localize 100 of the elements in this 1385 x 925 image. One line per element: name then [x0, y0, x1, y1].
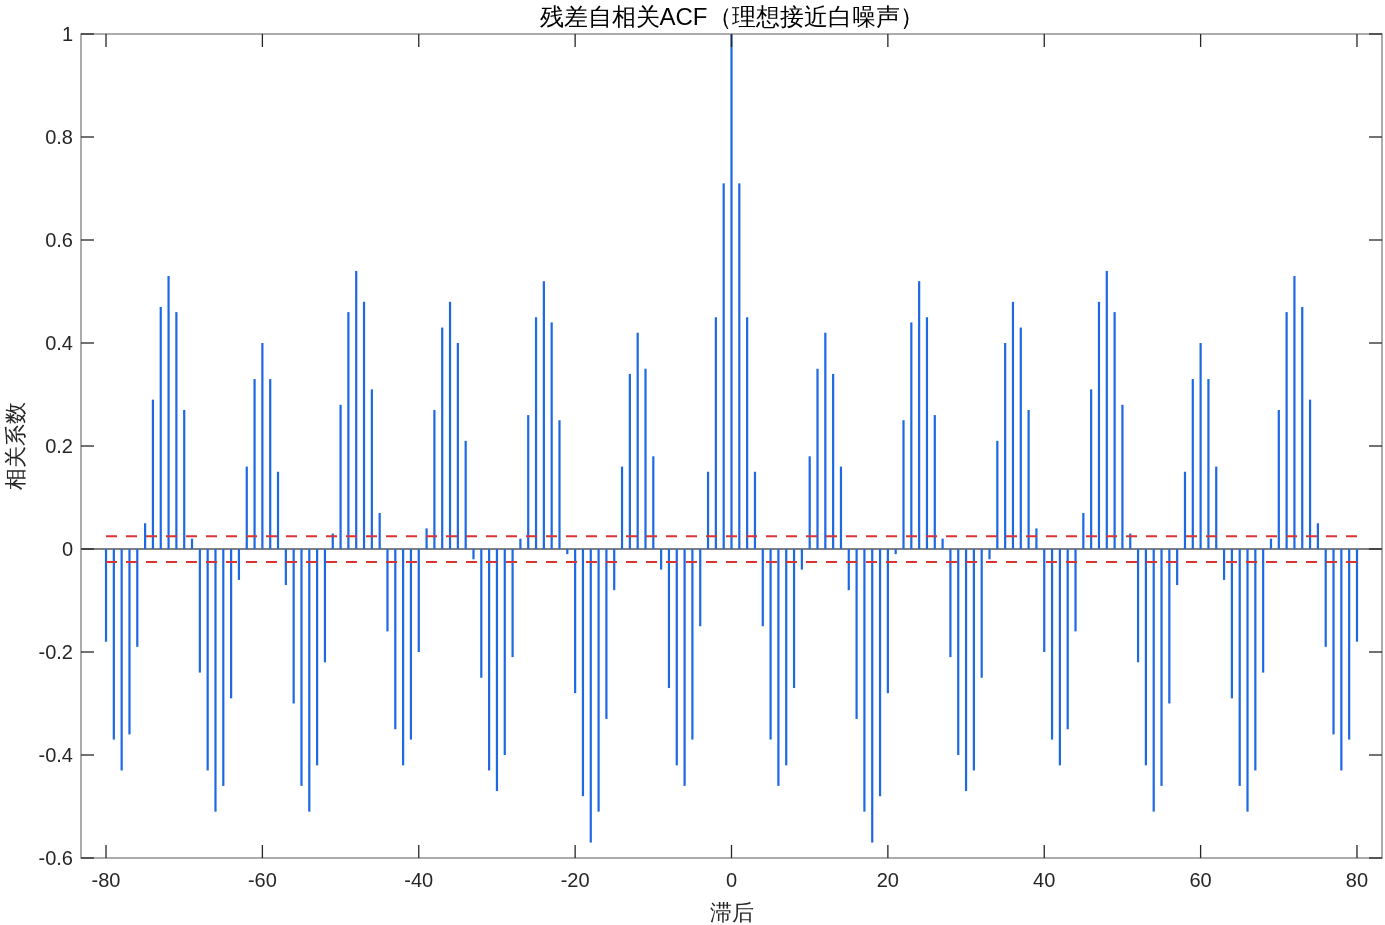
bar: [300, 549, 303, 786]
y-tick-label: 1: [61, 23, 73, 45]
y-tick-label: 0.8: [45, 126, 73, 148]
bar: [1355, 549, 1359, 642]
bar: [472, 549, 475, 560]
bar: [863, 549, 866, 812]
bar: [1097, 301, 1101, 549]
bar: [620, 466, 624, 549]
bar: [159, 306, 162, 549]
bar: [222, 549, 225, 786]
bar: [480, 549, 483, 678]
bar: [1277, 409, 1280, 549]
bar: [1199, 343, 1202, 549]
bar: [746, 317, 749, 549]
bar: [112, 549, 115, 740]
bar: [1004, 343, 1007, 549]
bar: [1301, 306, 1304, 549]
bar: [1027, 409, 1030, 549]
bar: [1246, 549, 1249, 812]
bar: [785, 549, 788, 766]
y-axis-title: 相关系数: [2, 402, 28, 490]
bar: [644, 368, 647, 549]
x-tick-label: -80: [91, 869, 121, 891]
bar: [597, 549, 600, 812]
bar: [104, 549, 108, 642]
bar: [136, 549, 139, 647]
bar: [214, 549, 217, 812]
bar: [534, 317, 538, 549]
bar: [362, 301, 366, 549]
bar: [183, 409, 186, 549]
bar: [175, 312, 178, 549]
bar: [433, 409, 436, 549]
bar: [902, 420, 905, 549]
bar: [441, 327, 444, 549]
x-axis-title: 滞后: [709, 900, 754, 925]
bar: [456, 343, 459, 549]
bar: [972, 549, 975, 771]
bar: [1316, 523, 1319, 549]
chart-title: 残差自相关ACF（理想接近白噪声）: [539, 3, 924, 30]
bar: [996, 440, 999, 549]
bar: [1019, 327, 1022, 549]
bar: [1262, 549, 1265, 673]
bar: [589, 549, 592, 843]
bar: [675, 549, 678, 766]
bar: [488, 549, 491, 771]
bar: [1207, 379, 1210, 549]
bar: [542, 281, 545, 549]
y-tick-label: 0.2: [45, 435, 73, 457]
bar: [198, 549, 201, 673]
y-tick-label: 0.4: [45, 332, 73, 354]
bar: [308, 549, 311, 812]
x-tick-label: -20: [560, 869, 590, 891]
bar: [1332, 549, 1335, 735]
x-tick-label: 0: [725, 869, 738, 891]
bar: [988, 549, 991, 560]
bar: [777, 549, 780, 786]
y-tick-label: -0.6: [38, 847, 73, 869]
bar: [206, 549, 209, 771]
bar: [323, 549, 327, 663]
bar: [495, 549, 499, 792]
bar: [581, 549, 585, 797]
bar: [292, 549, 295, 704]
bar: [550, 322, 553, 549]
bar: [120, 549, 123, 771]
bar: [910, 322, 913, 549]
bar: [128, 549, 131, 735]
bar: [1035, 528, 1038, 549]
bar: [761, 549, 764, 627]
bar: [167, 276, 170, 549]
bar: [1152, 549, 1155, 812]
bar: [1066, 549, 1069, 730]
bar: [1293, 276, 1296, 549]
bar: [1183, 471, 1187, 549]
bar: [1168, 549, 1171, 704]
x-tick-label: 20: [876, 869, 899, 891]
bar: [409, 549, 413, 740]
bar: [237, 549, 241, 580]
bar: [636, 332, 639, 549]
bar: [816, 368, 819, 549]
bar: [839, 466, 843, 549]
bar: [464, 440, 467, 549]
bar: [1254, 549, 1257, 771]
bar: [316, 549, 319, 766]
y-tick-label: 0.6: [45, 229, 73, 251]
bar: [660, 549, 663, 570]
bar: [511, 549, 514, 658]
bar: [448, 301, 452, 549]
bar: [1082, 512, 1085, 549]
bar: [425, 528, 428, 549]
bar: [1340, 549, 1343, 771]
bar: [1074, 549, 1077, 632]
bar: [1238, 549, 1241, 786]
bar: [558, 420, 561, 549]
bar: [832, 373, 835, 549]
bar: [503, 549, 506, 755]
bar: [730, 34, 733, 549]
bar: [1160, 549, 1163, 786]
bar: [339, 404, 342, 549]
bar: [1144, 549, 1147, 766]
x-tick-label: 80: [1345, 869, 1369, 891]
